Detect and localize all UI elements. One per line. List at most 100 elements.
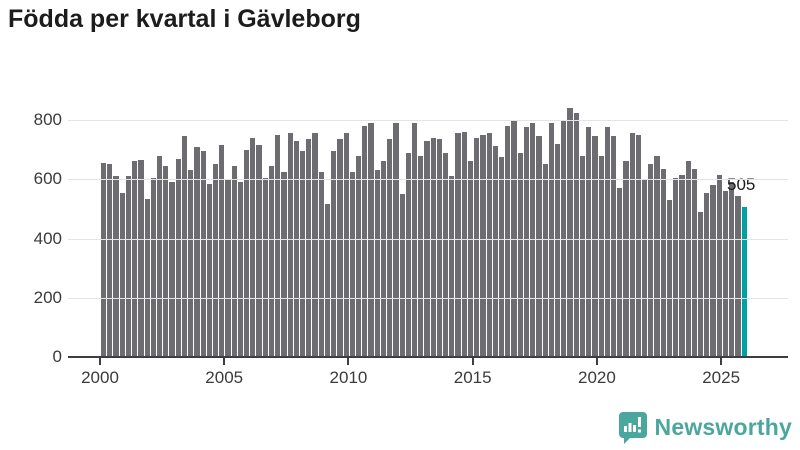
bar [691,169,697,357]
x-axis-tick [595,358,598,365]
bar [679,175,685,357]
bar [635,135,642,357]
x-axis-tick-label: 2005 [205,368,244,387]
bar [424,141,430,357]
bar [101,163,107,357]
bar [368,123,374,357]
bar [132,161,138,357]
bar [318,172,324,357]
bar [623,161,629,357]
bar [610,136,617,357]
x-axis-line [68,356,788,358]
x-axis-tick-label: 2000 [81,368,119,387]
bar [704,193,710,357]
bar [542,164,548,357]
bar [642,179,648,357]
bar [554,144,561,357]
bar [592,136,598,357]
gridline [68,179,788,181]
y-axis-tick-label: 200 [33,287,62,307]
bar [567,108,573,357]
bar [387,139,393,357]
bar [461,132,467,357]
bar [517,153,523,357]
bar [654,156,660,357]
x-axis-tick [347,358,350,365]
bar [355,156,362,357]
plot-area [101,108,747,357]
bar [169,182,175,357]
bar [629,133,635,357]
newsworthy-logo-text: Newsworthy [654,413,792,440]
bar [443,153,449,357]
bar [399,194,405,357]
bar [586,127,592,357]
bar [548,123,554,357]
bar [188,170,194,357]
bar [666,200,673,357]
bar [449,176,455,357]
bar [225,179,231,357]
bar [729,182,735,357]
bar [206,184,212,357]
bar [175,159,181,357]
bar [418,156,424,357]
bar [231,166,237,357]
bar [698,212,704,357]
bar [573,113,579,357]
bar [212,164,219,357]
bar [598,156,604,357]
bar [722,191,729,357]
x-axis-tick [471,358,474,365]
bar [156,156,163,357]
x-axis-tick [99,358,101,365]
newsworthy-logo: Newsworthy [618,408,792,446]
last-bar-value-label: 505 [727,175,756,194]
chart-title: Födda per kvartal i Gävleborg [8,5,361,33]
bar [194,147,200,357]
gridline [68,297,788,299]
bar [505,126,511,357]
bar [331,151,337,357]
bar [436,139,443,357]
bar [380,161,387,357]
bar [237,182,244,357]
bar [617,188,623,357]
bar [256,145,262,357]
bar-highlighted [741,207,747,357]
bar [119,193,125,357]
bar [144,199,150,357]
bar [312,133,318,357]
x-axis-tick-label: 2020 [578,368,616,387]
bar [150,178,156,357]
bar [735,196,741,357]
bar [268,166,275,357]
bar [492,146,498,357]
bar [275,135,281,357]
bar [281,172,287,357]
y-axis-tick-label: 600 [33,169,62,189]
bar [430,138,436,357]
bar [523,127,530,357]
bar [499,157,505,357]
bar [324,204,331,357]
bar [293,141,299,357]
bar [374,170,380,357]
bar [287,133,293,357]
bar [673,178,679,357]
bar [455,133,461,357]
bar [480,135,486,357]
gridline [68,120,788,121]
bar [163,166,169,357]
bar [716,175,722,357]
bar [648,164,654,357]
x-axis-tick-label: 2025 [702,368,741,387]
bar [393,123,399,357]
bar [181,136,188,357]
bar [579,156,586,357]
bar [536,136,542,357]
gridline [68,238,788,240]
bar [710,185,716,357]
x-axis-tick-label: 2015 [453,368,492,387]
bar [604,127,610,357]
